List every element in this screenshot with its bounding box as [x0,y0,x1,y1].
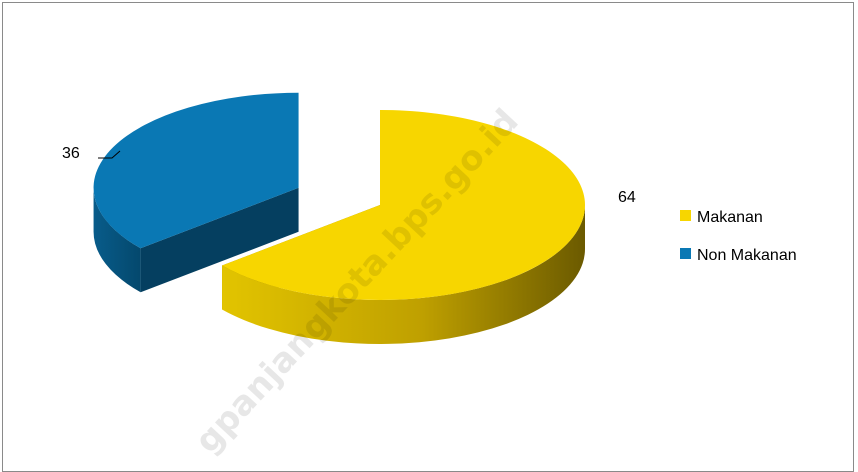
legend: Makanan Non Makanan [680,209,797,264]
data-label-makanan: 64 [618,189,636,206]
legend-swatch-makanan [680,210,691,221]
pie-slice-non-makanan [93,92,299,293]
legend-label-makanan: Makanan [697,209,763,226]
pie-slice-makanan [222,110,585,344]
legend-label-non-makanan: Non Makanan [697,247,797,264]
data-label-non-makanan: 36 [62,145,80,162]
leader-line-non-makanan [98,150,121,159]
legend-swatch-non-makanan [680,248,691,259]
